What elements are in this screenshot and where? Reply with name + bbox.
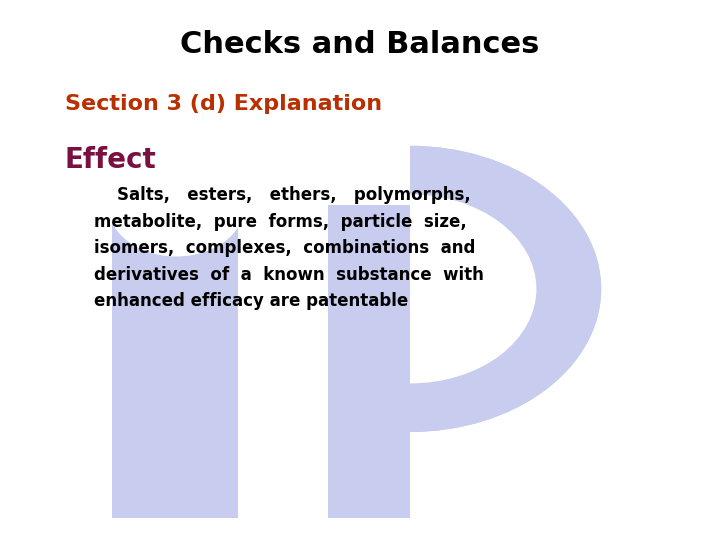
Bar [328, 205, 410, 518]
Circle shape [284, 194, 536, 383]
Bar [328, 205, 410, 518]
Bar [112, 205, 238, 518]
Bar [328, 205, 410, 518]
Circle shape [108, 154, 245, 256]
Text: Effect: Effect [65, 146, 156, 174]
Text: Salts,   esters,   ethers,   polymorphs,
metabolite,  pure  forms,  particle  si: Salts, esters, ethers, polymorphs, metab… [94, 186, 483, 310]
Bar [0, 0, 410, 540]
Circle shape [284, 194, 536, 383]
Circle shape [220, 146, 601, 432]
Circle shape [220, 146, 601, 432]
Bar [112, 205, 238, 518]
Circle shape [108, 154, 245, 256]
Bar [0, 0, 410, 540]
Text: Section 3 (d) Explanation: Section 3 (d) Explanation [65, 94, 382, 114]
Text: Checks and Balances: Checks and Balances [180, 30, 540, 59]
